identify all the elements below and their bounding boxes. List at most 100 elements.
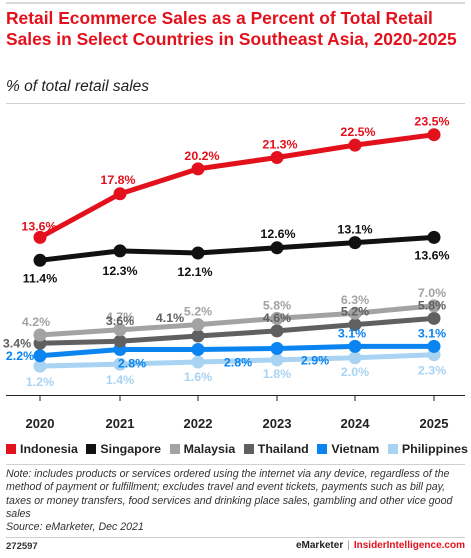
- data-label-vietnam-2022: 2.8%: [224, 356, 252, 370]
- data-point-indonesia-2021: [113, 187, 127, 201]
- legend-item-indonesia: Indonesia: [6, 442, 78, 456]
- data-label-philippines-2020: 1.2%: [26, 375, 54, 389]
- data-label-malaysia-2022: 5.2%: [184, 305, 212, 319]
- data-point-thailand-2021: [113, 334, 127, 348]
- legend-item-philippines: Philippines: [387, 442, 468, 456]
- chart-legend: Indonesia Singapore Malaysia Thailand Vietna…: [6, 441, 468, 457]
- legend-swatch-thailand: [243, 444, 254, 454]
- legend-swatch-malaysia: [169, 444, 180, 454]
- data-point-indonesia-2020: [33, 230, 47, 244]
- data-label-thailand-2025: 5.8%: [418, 298, 446, 312]
- series-line-vietnam: [37, 343, 437, 359]
- data-label-thailand-2021: 3.6%: [106, 314, 134, 328]
- legend-label-singapore: Singapore: [100, 442, 161, 456]
- data-label-indonesia-2022: 20.2%: [184, 149, 219, 163]
- legend-item-vietnam: Vietnam: [317, 442, 379, 456]
- top-rule: [6, 2, 465, 4]
- data-label-vietnam-2025: 3.1%: [418, 326, 446, 340]
- data-label-vietnam-2020: 2.2%: [6, 349, 34, 363]
- data-point-malaysia-2024: [348, 306, 362, 320]
- data-label-malaysia-2021: 4.7%: [106, 310, 134, 324]
- subtitle-rule: [6, 103, 465, 104]
- data-point-philippines-2023: [270, 353, 284, 367]
- data-point-singapore-2023: [270, 241, 284, 255]
- data-label-malaysia-2025: 7.0%: [418, 286, 446, 300]
- data-label-indonesia-2024: 22.5%: [340, 125, 375, 139]
- data-label-singapore-2024: 13.1%: [337, 223, 372, 237]
- data-point-malaysia-2023: [270, 311, 284, 325]
- series-line-malaysia: [37, 303, 437, 338]
- footer-brand: eMarketer | InsiderIntelligence.com: [296, 540, 465, 551]
- chart-note: Note: includes products or services orde…: [6, 468, 468, 534]
- legend-item-singapore: Singapore: [86, 442, 161, 456]
- data-point-indonesia-2023: [270, 151, 284, 164]
- data-point-thailand-2024: [348, 318, 362, 332]
- series-line-indonesia: [37, 132, 437, 240]
- data-label-philippines-2023: 1.8%: [263, 367, 291, 381]
- brand-separator: |: [347, 540, 350, 551]
- data-label-malaysia-2020: 4.2%: [22, 315, 50, 329]
- legend-item-thailand: Thailand: [243, 442, 309, 456]
- data-point-singapore-2021: [113, 244, 127, 258]
- data-point-singapore-2020: [33, 253, 47, 267]
- data-label-philippines-2024: 2.0%: [341, 365, 369, 379]
- data-point-malaysia-2020: [33, 328, 47, 342]
- legend-swatch-singapore: [86, 444, 97, 454]
- data-point-malaysia-2025: [427, 299, 441, 313]
- legend-swatch-philippines: [387, 444, 398, 454]
- data-label-singapore-2025: 13.6%: [414, 248, 449, 262]
- data-label-malaysia-2024: 6.3%: [341, 293, 369, 307]
- data-label-malaysia-2023: 5.8%: [263, 298, 291, 312]
- data-point-singapore-2025: [427, 230, 441, 244]
- data-label-vietnam-2021: 2.8%: [118, 357, 146, 371]
- data-label-philippines-2022: 1.6%: [184, 370, 212, 384]
- legend-label-indonesia: Indonesia: [20, 442, 78, 456]
- x-tick-label-2022: 2022: [184, 416, 213, 431]
- data-label-philippines-2025: 2.3%: [418, 364, 446, 378]
- source-text: Source: eMarketer, Dec 2021: [6, 521, 144, 534]
- data-point-thailand-2023: [270, 324, 284, 338]
- series-line-singapore: [37, 234, 437, 263]
- data-point-thailand-2025: [427, 311, 441, 325]
- data-label-singapore-2021: 12.3%: [102, 264, 137, 278]
- data-label-philippines-2021: 1.4%: [106, 373, 134, 387]
- data-point-malaysia-2021: [113, 323, 127, 337]
- bottom-rule: [6, 537, 465, 538]
- chart-id: 272597: [6, 541, 38, 552]
- line-chart: 13.6% 17.8% 20.2% 21.3% 22.5% 23.5% 11.4% 12.3%…: [3, 115, 465, 431]
- legend-label-thailand: Thailand: [257, 442, 309, 456]
- data-label-indonesia-2020: 13.6%: [21, 219, 56, 233]
- data-point-philippines-2022: [191, 355, 205, 369]
- data-label-singapore-2022: 12.1%: [177, 265, 212, 279]
- data-point-indonesia-2025: [427, 128, 441, 142]
- data-point-vietnam-2025: [427, 339, 441, 353]
- x-tick-label-2021: 2021: [106, 416, 135, 431]
- data-point-vietnam-2023: [270, 342, 284, 355]
- data-point-vietnam-2022: [191, 343, 205, 356]
- note-rule: [6, 464, 465, 465]
- data-point-thailand-2022: [191, 329, 205, 343]
- note-text: Note: includes products or services orde…: [6, 468, 453, 520]
- data-label-indonesia-2025: 23.5%: [414, 115, 449, 129]
- data-label-indonesia-2023: 21.3%: [262, 138, 297, 152]
- data-label-thailand-2024: 5.2%: [341, 305, 369, 319]
- data-point-indonesia-2022: [191, 162, 205, 176]
- data-label-thailand-2023: 4.6%: [263, 311, 291, 325]
- data-point-philippines-2021: [113, 357, 127, 371]
- legend-label-philippines: Philippines: [401, 442, 468, 456]
- brand-emarketer: eMarketer: [295, 540, 344, 551]
- legend-swatch-indonesia: [6, 444, 16, 454]
- data-point-vietnam-2020: [33, 349, 47, 363]
- data-label-singapore-2020: 11.4%: [23, 271, 57, 285]
- brand-insider-intelligence: InsiderIntelligence.com: [353, 540, 465, 551]
- series-line-thailand: [37, 315, 437, 346]
- x-tick-label-2024: 2024: [341, 416, 371, 431]
- data-point-vietnam-2024: [348, 339, 362, 353]
- data-point-indonesia-2024: [348, 138, 362, 152]
- legend-label-malaysia: Malaysia: [183, 442, 236, 456]
- chart-subtitle: % of total retail sales: [6, 78, 150, 95]
- data-label-vietnam-2023: 2.9%: [301, 354, 329, 368]
- data-label-vietnam-2024: 3.1%: [338, 326, 366, 340]
- chart-title: Retail Ecommerce Sales as a Percent of T…: [6, 8, 457, 49]
- data-point-philippines-2024: [348, 351, 362, 365]
